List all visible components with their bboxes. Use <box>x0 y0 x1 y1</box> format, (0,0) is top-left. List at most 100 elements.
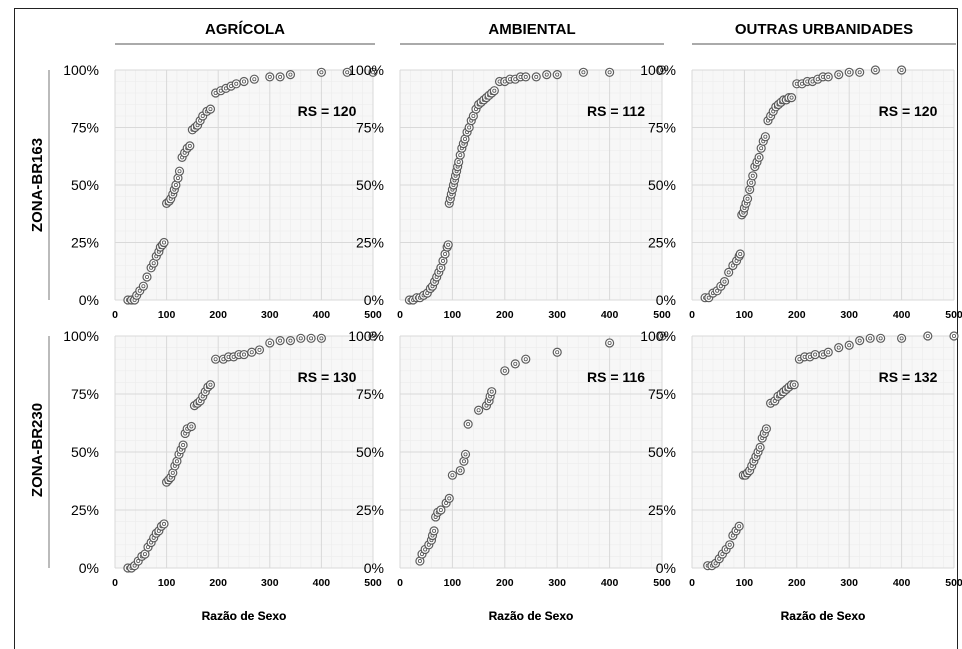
rs-annotation: RS = 116 <box>587 369 645 385</box>
x-axis-label: Razão de Sexo <box>202 609 287 623</box>
y-tick-label: 50% <box>71 444 99 460</box>
x-tick-label: 100 <box>736 309 754 321</box>
data-point-center <box>813 352 818 357</box>
column-title: AMBIENTAL <box>488 21 575 38</box>
data-point <box>159 237 169 248</box>
data-point-center <box>267 74 272 79</box>
data-point <box>870 65 881 75</box>
y-tick-label: 0% <box>364 560 384 576</box>
data-point <box>755 442 765 452</box>
x-tick-label: 400 <box>893 577 911 589</box>
data-point-center <box>141 284 146 289</box>
data-point-center <box>502 368 507 373</box>
data-point <box>823 347 833 357</box>
data-point <box>521 354 531 364</box>
data-point-center <box>763 134 768 139</box>
data-point <box>429 526 439 536</box>
x-tick-label: 200 <box>209 577 227 589</box>
data-point <box>249 74 259 84</box>
data-point-center <box>952 333 957 338</box>
data-point-center <box>713 561 718 566</box>
y-tick-label: 25% <box>356 235 384 251</box>
data-point-center <box>492 88 497 93</box>
data-point-center <box>136 559 141 564</box>
data-point-center <box>208 107 213 112</box>
data-point-center <box>432 528 437 533</box>
data-point <box>460 449 471 459</box>
data-point <box>265 72 275 82</box>
data-point-center <box>722 279 727 284</box>
data-point-center <box>523 357 528 362</box>
data-point <box>239 76 249 87</box>
x-axis-label: Razão de Sexo <box>489 609 574 623</box>
x-tick-label: 0 <box>397 309 403 321</box>
data-point-center <box>607 340 612 345</box>
rs-annotation: RS = 120 <box>879 103 938 119</box>
data-point <box>487 387 497 397</box>
data-point <box>205 380 216 390</box>
data-point-center <box>208 382 213 387</box>
data-point-center <box>241 79 246 84</box>
data-point <box>724 267 734 277</box>
data-point-center <box>738 251 743 256</box>
data-point-center <box>170 470 175 475</box>
data-point-center <box>181 443 186 448</box>
data-point-center <box>555 350 560 355</box>
x-tick-label: 200 <box>788 577 806 589</box>
data-point-center <box>715 288 720 293</box>
data-point-center <box>826 350 831 355</box>
data-point-center <box>345 70 350 75</box>
y-tick-label: 25% <box>648 235 676 251</box>
data-point-center <box>476 408 481 413</box>
data-point <box>306 333 316 343</box>
data-point-center <box>132 563 137 568</box>
data-point <box>761 424 772 434</box>
data-point <box>368 67 378 77</box>
x-tick-label: 400 <box>893 309 911 321</box>
data-point <box>748 171 758 181</box>
data-point <box>657 65 667 75</box>
y-tick-label: 25% <box>648 502 676 518</box>
y-tick-label: 75% <box>648 120 676 136</box>
data-point <box>239 349 249 360</box>
data-point-center <box>737 524 742 529</box>
data-point-center <box>151 261 156 266</box>
data-point <box>265 338 275 348</box>
data-point <box>444 493 454 503</box>
data-point-center <box>857 338 862 343</box>
data-point <box>760 132 770 142</box>
data-point <box>474 405 484 415</box>
data-point <box>275 72 285 82</box>
data-point-center <box>257 347 262 352</box>
y-tick-label: 100% <box>63 328 99 344</box>
data-point-center <box>544 72 549 77</box>
x-tick-label: 300 <box>840 309 858 321</box>
x-tick-label: 400 <box>601 309 619 321</box>
data-point <box>138 281 148 291</box>
data-point-center <box>857 70 862 75</box>
data-point-center <box>446 242 451 247</box>
data-point-center <box>241 352 246 357</box>
x-tick-label: 0 <box>112 309 118 321</box>
x-tick-label: 300 <box>548 309 566 321</box>
x-tick-label: 400 <box>313 577 331 589</box>
data-point-center <box>826 74 831 79</box>
data-point <box>231 79 241 89</box>
data-point <box>542 69 552 80</box>
data-point <box>578 67 589 77</box>
figure-frame <box>14 8 958 649</box>
data-point <box>742 194 753 204</box>
data-point <box>923 331 933 341</box>
x-tick-label: 300 <box>261 309 279 321</box>
data-point-center <box>730 263 735 268</box>
x-axis-label: Razão de Sexo <box>781 609 866 623</box>
data-point-center <box>309 336 314 341</box>
data-point-center <box>319 70 324 75</box>
data-point-center <box>370 70 375 75</box>
data-point <box>657 331 667 341</box>
data-point-center <box>456 159 461 164</box>
data-point-center <box>489 389 494 394</box>
data-point-center <box>288 338 293 343</box>
rs-annotation: RS = 130 <box>298 369 357 385</box>
data-point-center <box>925 333 930 338</box>
